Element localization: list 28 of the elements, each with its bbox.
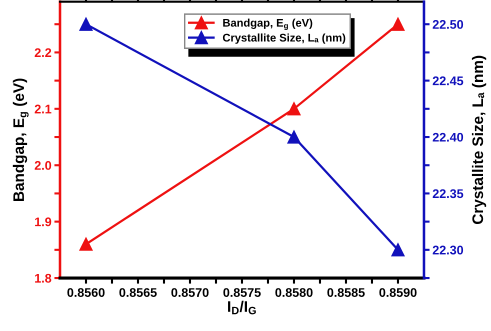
y-tick-label: 2.1 [34,104,52,114]
y2-tick-label: 22.40 [432,132,464,142]
y2-tick-label: 22.45 [432,76,464,86]
point [391,243,405,256]
y2-axis-title: Crystallite Size, Lₐ (nm) [472,56,486,224]
y2-tick-label: 22.50 [432,20,464,29]
x-tick-label: 0.8575 [223,288,261,297]
x-tick-label: 0.8560 [67,288,105,297]
y2-tick-label: 22.30 [432,246,464,255]
y2-tick-label: 22.35 [432,189,464,198]
y-tick-label: 1.9 [35,217,52,226]
y-axis-title: Bandgap, E$_{g}$ (eV) [12,78,29,202]
legend-label: Bandgap, E$_{g}$ (eV) [223,18,312,30]
y-tick-label: 2.2 [34,48,52,57]
legend-label: Crystallite Size, Lₐ (nm) [222,33,346,44]
x-axis-title: I$_{D}$/I$_{G}$ [228,300,256,314]
point [79,238,93,251]
point [391,18,405,31]
x-tick-label: 0.8565 [119,288,157,297]
x-tick-label: 0.8570 [171,288,209,297]
y-tick-label: 1.8 [35,274,52,283]
x-tick-label: 0.8585 [327,288,365,297]
x-tick-label: 0.8590 [379,288,417,297]
x-tick-label: 0.8580 [275,288,313,297]
y-tick-label: 2.0 [34,161,52,170]
point [287,102,301,116]
point [287,130,301,144]
point [79,18,93,31]
